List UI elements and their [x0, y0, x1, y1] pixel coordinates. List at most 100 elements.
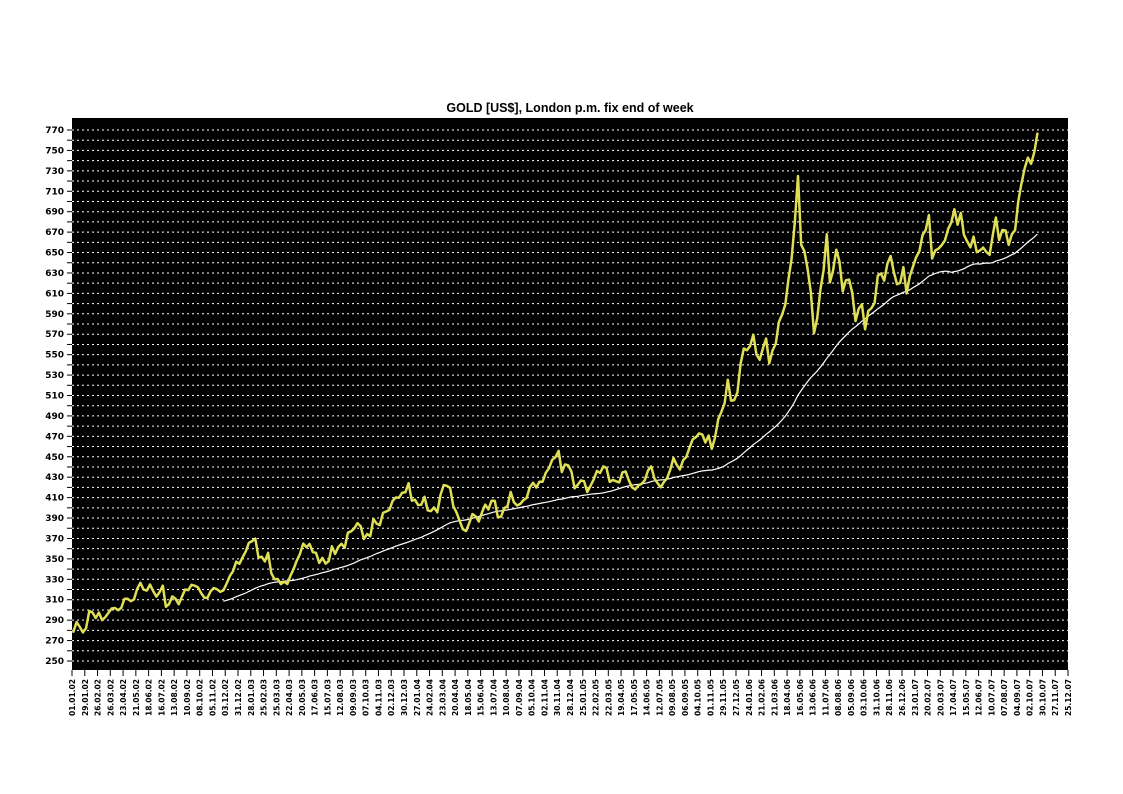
- x-axis-tick-label: 25.03.03: [272, 679, 281, 716]
- y-axis-tick-label: 250: [45, 657, 64, 667]
- plot-area: [72, 118, 1068, 670]
- y-axis-tick-label: 630: [45, 269, 64, 279]
- x-axis-tick-label: 28.12.04: [566, 679, 575, 716]
- x-axis-tick-label: 21.02.06: [758, 679, 767, 716]
- x-axis-tick-label: 06.09.05: [681, 679, 690, 716]
- y-axis-tick-label: 430: [45, 473, 64, 483]
- y-axis-tick-label: 290: [45, 616, 64, 626]
- x-axis-tick-label: 09.09.03: [349, 679, 358, 716]
- x-axis-tick-label: 21.05.02: [132, 679, 141, 716]
- y-axis-tick-label: 590: [45, 310, 64, 320]
- x-axis-tick-label: 03.10.06: [860, 679, 869, 716]
- y-axis-tick-label: 550: [45, 351, 64, 361]
- x-axis-tick-label: 24.01.06: [745, 679, 754, 716]
- x-axis-tick-label: 31.12.02: [234, 679, 243, 716]
- x-axis-tick-label: 20.04.04: [451, 679, 460, 716]
- x-axis-tick-label: 25.12.07: [1064, 679, 1073, 716]
- x-axis-tick-label: 07.10.03: [362, 679, 371, 716]
- y-axis-tick-label: 470: [45, 432, 64, 442]
- x-axis-tick-label: 12.08.03: [336, 679, 345, 716]
- x-axis-labels: 01.01.02 29.01.02 26.02.02 26.03.02 23.04.02…: [68, 679, 1073, 716]
- x-axis-tick-label: 16.05.06: [796, 679, 805, 716]
- x-axis-tick-label: 17.05.05: [630, 679, 639, 716]
- x-axis-tick-label: 20.05.03: [298, 679, 307, 716]
- x-axis-tick-label: 01.01.02: [68, 679, 77, 716]
- x-axis-tick-label: 29.01.02: [81, 679, 90, 716]
- y-axis-tick-label: 610: [45, 289, 64, 299]
- x-axis-tick-label: 21.03.06: [770, 679, 779, 716]
- y-axis-tick-label: 370: [45, 534, 64, 544]
- x-axis-tick-label: 20.02.07: [924, 679, 933, 716]
- x-axis-tick-label: 18.04.06: [783, 679, 792, 716]
- y-gridlines: [72, 129, 1068, 662]
- x-axis-tick-label: 07.09.04: [515, 679, 524, 716]
- x-axis-tick-label: 20.03.07: [936, 679, 945, 716]
- y-tick-marks: [67, 129, 72, 662]
- x-axis-tick-label: 05.10.04: [528, 679, 537, 716]
- x-axis-tick-label: 22.03.05: [604, 679, 613, 716]
- x-axis-tick-label: 12.06.07: [975, 679, 984, 716]
- y-axis-tick-label: 450: [45, 453, 64, 463]
- x-axis-tick-label: 27.12.05: [732, 679, 741, 716]
- y-axis-tick-label: 730: [45, 167, 64, 177]
- x-axis-tick-label: 15.05.07: [962, 679, 971, 716]
- y-axis-labels: 250 270 290 310 330 350 370 390 410 430 450 470 490 5…: [45, 126, 64, 667]
- x-axis-tick-label: 10.07.07: [987, 679, 996, 716]
- x-axis-tick-label: 18.05.04: [464, 679, 473, 716]
- x-axis-tick-label: 02.11.04: [540, 679, 549, 716]
- x-axis-tick-label: 27.11.07: [1051, 679, 1060, 716]
- x-axis-tick-label: 22.04.03: [285, 679, 294, 716]
- y-axis-tick-label: 510: [45, 392, 64, 402]
- x-axis-tick-label: 15.06.04: [477, 679, 486, 716]
- x-axis-tick-label: 24.02.04: [426, 679, 435, 716]
- x-axis-tick-label: 16.07.02: [157, 679, 166, 716]
- y-axis-tick-label: 350: [45, 555, 64, 565]
- x-axis-tick-label: 04.09.07: [1013, 679, 1022, 716]
- x-axis-tick-label: 28.01.03: [247, 679, 256, 716]
- y-axis-tick-label: 650: [45, 249, 64, 259]
- x-axis-tick-label: 02.10.07: [1026, 679, 1035, 716]
- x-axis-tick-label: 01.11.05: [706, 679, 715, 716]
- x-axis-tick-label: 10.09.02: [183, 679, 192, 716]
- chart-title: GOLD [US$], London p.m. fix end of week: [446, 101, 694, 115]
- x-axis-tick-label: 02.12.03: [387, 679, 396, 716]
- x-axis-tick-label: 10.08.04: [502, 679, 511, 716]
- y-axis-tick-label: 570: [45, 330, 64, 340]
- x-axis-tick-label: 09.08.05: [668, 679, 677, 716]
- x-tick-marks: [71, 670, 1069, 676]
- x-axis-tick-label: 04.11.03: [374, 679, 383, 716]
- x-axis-tick-label: 28.11.06: [885, 679, 894, 716]
- x-axis-tick-label: 19.04.05: [617, 679, 626, 716]
- x-axis-tick-label: 17.04.07: [949, 679, 958, 716]
- y-axis-tick-label: 270: [45, 637, 64, 647]
- x-axis-tick-label: 18.06.02: [145, 679, 154, 716]
- x-axis-tick-label: 23.01.07: [911, 679, 920, 716]
- x-axis-tick-label: 26.03.02: [106, 679, 115, 716]
- x-axis-tick-label: 08.10.02: [196, 679, 205, 716]
- x-axis-tick-label: 25.02.03: [260, 679, 269, 716]
- x-axis-tick-label: 22.02.05: [592, 679, 601, 716]
- y-axis-tick-label: 670: [45, 228, 64, 238]
- x-axis-tick-label: 11.07.06: [821, 679, 830, 716]
- x-axis-tick-label: 15.07.03: [323, 679, 332, 716]
- x-axis-tick-label: 12.07.05: [655, 679, 664, 716]
- y-axis-tick-label: 770: [45, 126, 64, 136]
- x-axis-tick-label: 26.02.02: [94, 679, 103, 716]
- y-axis-tick-label: 310: [45, 596, 64, 606]
- x-axis-tick-label: 13.06.06: [809, 679, 818, 716]
- x-axis-tick-label: 05.09.06: [847, 679, 856, 716]
- x-axis-tick-label: 27.01.04: [413, 679, 422, 716]
- x-axis-tick-label: 26.12.06: [898, 679, 907, 716]
- x-axis-tick-label: 13.07.04: [489, 679, 498, 716]
- y-axis-tick-label: 710: [45, 187, 64, 197]
- y-axis-tick-label: 330: [45, 575, 64, 585]
- x-axis-tick-label: 07.08.07: [1000, 679, 1009, 716]
- x-axis-tick-label: 05.11.02: [208, 679, 217, 716]
- x-axis-tick-label: 31.10.06: [872, 679, 881, 716]
- x-axis-tick-label: 04.10.05: [694, 679, 703, 716]
- x-axis-tick-label: 23.04.02: [119, 679, 128, 716]
- x-axis-tick-label: 30.11.04: [553, 679, 562, 716]
- x-axis-tick-label: 30.10.07: [1038, 679, 1047, 716]
